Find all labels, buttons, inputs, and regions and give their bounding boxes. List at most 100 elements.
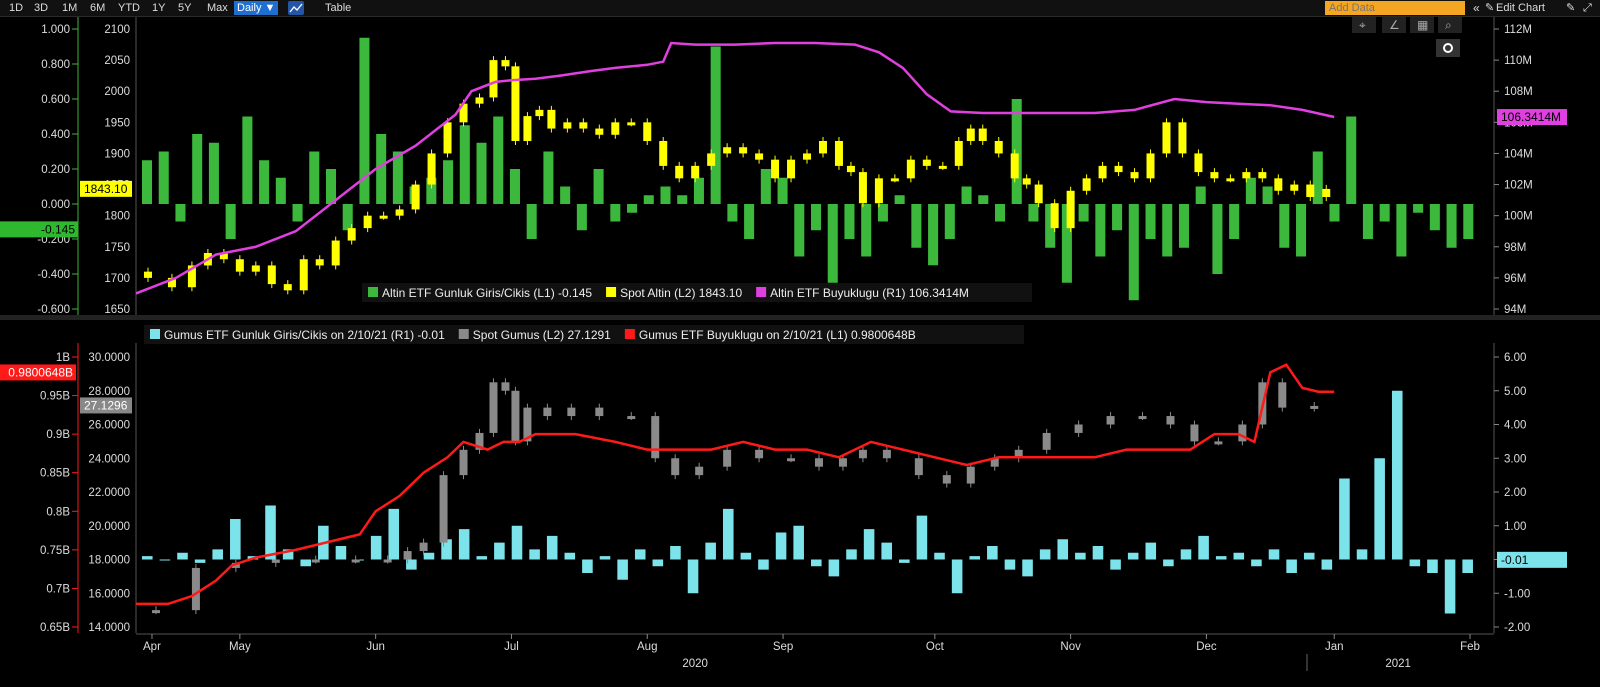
draw-icon: ∠	[1389, 18, 1400, 32]
month-label-jul: Jul	[504, 641, 519, 653]
gumus-flow-bar	[142, 556, 153, 560]
spot-gumus-candle	[755, 449, 764, 459]
gumus-flow-bar	[899, 559, 910, 563]
collapse-icon[interactable]: «	[1473, 1, 1480, 15]
spot-altin-candle	[143, 271, 152, 278]
spot-gumus-candle	[439, 475, 448, 543]
l2-tick-label: 1750	[104, 242, 130, 254]
r1-tick-label: 108M	[1504, 86, 1533, 98]
spot-gumus-candle	[567, 407, 576, 417]
altin-flow-bar	[175, 204, 186, 222]
legend-entry-0: Gumus ETF Gunluk Giris/Cikis on 2/10/21 …	[164, 328, 445, 342]
legend-swatch	[756, 287, 767, 297]
settings-icon	[1443, 43, 1453, 53]
altin-flow-bar	[1195, 186, 1206, 204]
spot-altin-candle	[675, 165, 684, 179]
month-label-oct: Oct	[926, 641, 945, 653]
l2-tick-label: 2050	[104, 55, 130, 67]
spot-gumus-candle	[459, 449, 468, 476]
edit-chart-button[interactable]: Edit Chart	[1496, 2, 1545, 14]
spot-altin-candle	[906, 159, 915, 179]
spot-altin-candle	[1226, 178, 1235, 182]
spot-gumus-candle	[543, 407, 552, 417]
spot-altin-candle	[235, 259, 244, 272]
spot-altin-candle	[411, 184, 420, 210]
spot-gumus-candle	[723, 449, 732, 467]
gumus-flow-bar	[916, 515, 928, 560]
altin-flow-bar	[1413, 204, 1424, 213]
spot-altin-candle	[691, 165, 700, 179]
altin-flow-bar	[342, 204, 353, 231]
year-label-2021: 2021	[1385, 658, 1411, 670]
spot-altin-candle	[379, 215, 388, 219]
altin-flow-bar	[1078, 204, 1089, 222]
legend-entry-0: Altin ETF Gunluk Giris/Cikis (L1) -0.145	[382, 286, 592, 300]
range-1d-button[interactable]: 1D	[9, 2, 24, 14]
altin-flow-bar	[1379, 204, 1390, 222]
l2-tick-label: 1650	[104, 304, 130, 316]
l2-tick-label: 28.0000	[88, 386, 130, 398]
spot-altin-candle	[834, 141, 843, 166]
spot-altin-candle	[659, 141, 668, 166]
range-ytd-button[interactable]: YTD	[118, 2, 140, 14]
zoom-icon: ⌕	[1445, 18, 1452, 32]
spot-altin-candle	[1050, 203, 1059, 229]
l1-tick-label: 0.800	[41, 59, 70, 71]
range-6m-button[interactable]: 6M	[90, 2, 106, 14]
altin-flow-bar	[1028, 204, 1039, 222]
r1-last-value-badge: -0.01	[1501, 553, 1529, 567]
altin-flow-bar	[1346, 116, 1357, 204]
add-data-input[interactable]	[1325, 1, 1465, 15]
range-1m-button[interactable]: 1M	[62, 2, 78, 14]
spot-gumus-candle	[151, 610, 160, 614]
altin-flow-bar	[158, 151, 169, 204]
range-max-button[interactable]: Max	[207, 2, 228, 14]
spot-altin-candle	[427, 153, 436, 185]
gold-panel: 1.0000.8000.6000.4000.2000.000-0.200-0.4…	[0, 17, 1600, 320]
altin-flow-bar	[208, 142, 219, 204]
altin-flow-bar	[961, 186, 972, 204]
r1-tick-label: 5.00	[1504, 386, 1526, 398]
r1-tick-label: 3.00	[1504, 453, 1526, 465]
gumus-flow-bar	[1180, 549, 1192, 560]
gumus-flow-bar	[740, 552, 752, 560]
range-1y-button[interactable]: 1Y	[152, 2, 166, 14]
altin-flow-bar	[509, 169, 520, 204]
l2-tick-label: 1950	[104, 117, 130, 129]
expand-icon[interactable]: ⤢	[1583, 2, 1592, 14]
spot-gumus-candle	[351, 559, 360, 563]
altin-flow-bar	[978, 195, 989, 204]
altin-flow-bar	[459, 125, 470, 204]
altin-flow-bar	[1011, 99, 1022, 204]
altin-flow-bar	[1095, 204, 1106, 257]
gumus-flow-bar	[388, 508, 400, 560]
edit-icon[interactable]: ✎	[1566, 2, 1576, 14]
spot-altin-candle	[511, 66, 520, 141]
range-5y-button[interactable]: 5Y	[178, 2, 192, 14]
r1-tick-label: 104M	[1504, 148, 1533, 160]
spot-altin-candle	[922, 159, 931, 166]
spot-gumus-candle	[511, 390, 520, 442]
altin-flow-bar	[727, 204, 738, 222]
spot-gumus-candle	[651, 416, 660, 459]
altin-flow-bar	[1279, 204, 1290, 248]
line-chart-icon[interactable]	[288, 1, 304, 15]
spot-altin-candle	[627, 122, 636, 126]
spot-altin-candle	[966, 128, 975, 141]
altin-flow-bar	[526, 204, 537, 239]
panel-separator	[0, 315, 1600, 320]
altin-flow-bar	[192, 134, 203, 204]
altin-flow-bar	[811, 204, 822, 231]
gumus-flow-bar	[265, 505, 276, 560]
gumus-flow-bar	[494, 542, 505, 560]
altin-flow-bar	[1362, 204, 1373, 239]
gumus-flow-bar	[1444, 559, 1456, 614]
interval-dropdown[interactable]: Daily ▼	[234, 1, 279, 15]
spot-altin-candle	[523, 116, 532, 141]
table-button[interactable]: Table	[325, 2, 352, 14]
altin-flow-bar	[242, 116, 253, 204]
spot-altin-candle	[739, 147, 748, 154]
spot-gumus-candle	[695, 466, 704, 476]
range-3d-button[interactable]: 3D	[34, 2, 49, 14]
altin-flow-bar	[643, 195, 654, 204]
